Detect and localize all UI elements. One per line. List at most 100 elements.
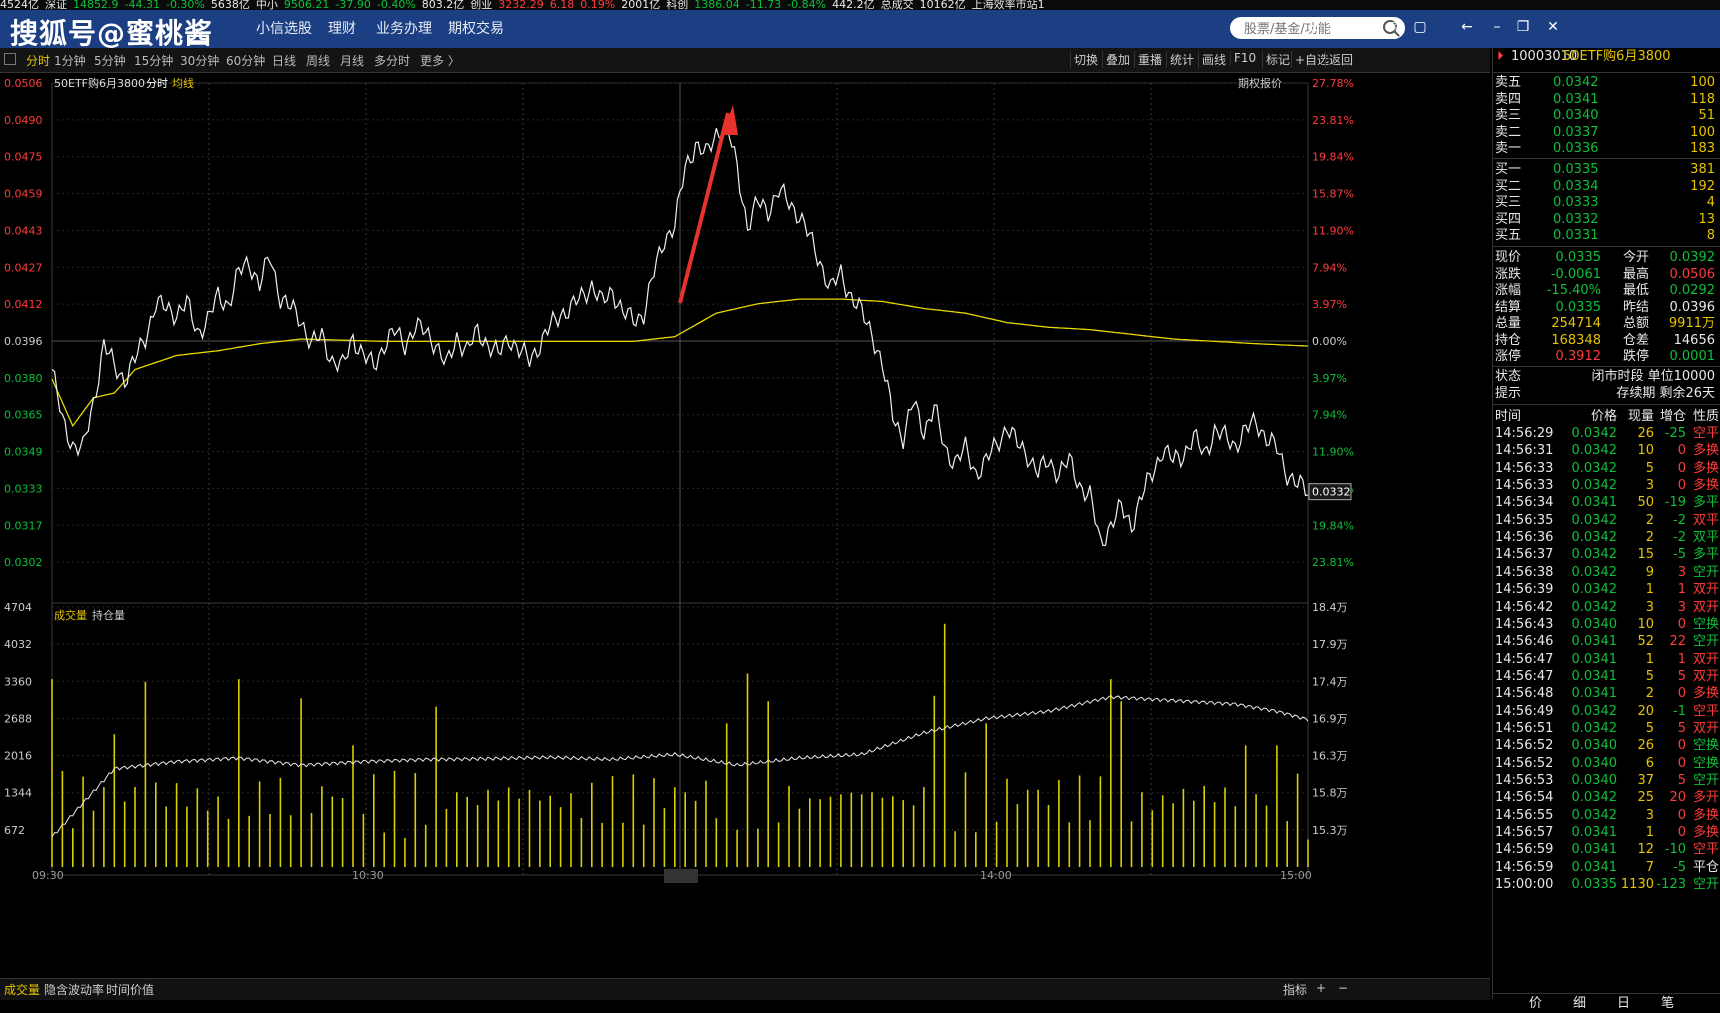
- trade-volume: 9: [1645, 564, 1654, 580]
- indicator-tab[interactable]: 成交量: [4, 983, 41, 997]
- period-tab[interactable]: 日线: [272, 54, 297, 68]
- gear-icon[interactable]: ⚙: [1360, 19, 1374, 35]
- ask-level-label: 卖一: [1495, 141, 1522, 156]
- trade-volume: 2: [1645, 530, 1654, 546]
- period-tab[interactable]: 30分钟: [180, 54, 220, 68]
- trade-price: 0.0342: [1571, 720, 1618, 736]
- trade-time: 14:56:38: [1495, 564, 1554, 580]
- panel-row: 14:56:34 0.0341 50 -19 多平: [1493, 494, 1720, 512]
- indicator-tab[interactable]: 隐含波动率: [44, 983, 105, 997]
- indicator-tab-bar: [0, 978, 1490, 1000]
- nav-options-trading[interactable]: 期权交易: [448, 21, 504, 37]
- toolbar-button[interactable]: 画线: [1198, 51, 1229, 68]
- percent-tick-label: 23.81%: [1312, 556, 1354, 569]
- close-icon[interactable]: ✕: [1547, 19, 1559, 35]
- trade-type: 空换: [1692, 755, 1719, 771]
- period-tab[interactable]: 多分时: [374, 54, 411, 68]
- toolbar-button[interactable]: 叠加: [1102, 51, 1133, 68]
- bid-price: 0.0333: [1553, 195, 1599, 210]
- ask-level-label: 卖四: [1495, 91, 1522, 107]
- panel-divider: [1493, 404, 1720, 405]
- price-tick-label: 0.0349: [4, 446, 43, 459]
- price-tick-label: 0.0459: [4, 188, 43, 201]
- status-value: 闭市时段 单位10000: [1591, 369, 1716, 384]
- period-tab[interactable]: 月线: [340, 54, 365, 68]
- toolbar-button[interactable]: F10: [1230, 51, 1259, 65]
- trade-oi-change: 1: [1677, 651, 1686, 667]
- trade-type: 空换: [1692, 738, 1719, 754]
- intraday-chart[interactable]: 0.0506 0.0490 0.0475 0.0459 0.0443 0.0427 0.04…: [0, 73, 1490, 980]
- sidebar-toggle-icon[interactable]: [4, 53, 16, 65]
- stat-value: -0.0061: [1550, 266, 1601, 282]
- period-tab[interactable]: 更多 〉: [420, 54, 460, 68]
- trade-time: 14:56:43: [1495, 616, 1554, 632]
- panel-row: 卖二 0.0337 100: [1493, 124, 1720, 142]
- nav-wealth[interactable]: 理财: [328, 21, 356, 37]
- stat-label: 总额: [1623, 316, 1650, 331]
- period-tab[interactable]: 1分钟: [54, 54, 86, 68]
- search-input[interactable]: [1242, 17, 1381, 41]
- ticker-item: 创业: [470, 0, 493, 10]
- trade-price: 0.0342: [1571, 599, 1618, 615]
- bid-price: 0.0331: [1553, 228, 1599, 243]
- trade-type: 多平: [1692, 495, 1719, 511]
- trade-price: 0.0342: [1571, 547, 1618, 563]
- contract-code: 10003010: [1511, 49, 1578, 64]
- period-tab[interactable]: 周线: [306, 54, 331, 68]
- toolbar-button[interactable]: 标记: [1262, 51, 1293, 68]
- chat-icon[interactable]: ✉: [1387, 19, 1399, 35]
- trade-volume: 26: [1637, 426, 1654, 441]
- percent-tick-label: 23.81%: [1312, 114, 1354, 127]
- indicator-control[interactable]: 指标: [1283, 983, 1308, 997]
- trade-price: 0.0342: [1571, 530, 1618, 546]
- ticker-item: 4524亿: [0, 0, 39, 10]
- toolbar-button[interactable]: 切换: [1070, 51, 1101, 68]
- stat-value: 168348: [1551, 332, 1601, 348]
- trade-oi-change: 0: [1677, 738, 1686, 754]
- search-box[interactable]: [1230, 17, 1405, 41]
- trade-price: 0.0342: [1571, 443, 1618, 459]
- trade-type: 空开: [1692, 877, 1719, 893]
- trade-oi-change: -10: [1664, 842, 1686, 858]
- volume-tick-label: 4032: [4, 638, 32, 651]
- toolbar-button[interactable]: 返回: [1325, 51, 1356, 68]
- layers-icon[interactable]: ☰: [1307, 19, 1321, 35]
- stat-value: 0.0396: [1669, 299, 1716, 315]
- bid-level-label: 买二: [1495, 178, 1522, 194]
- panel-row: 卖四 0.0341 118: [1493, 91, 1720, 109]
- maximize-icon[interactable]: ❐: [1516, 19, 1530, 35]
- price-tick-label: 0.0302: [4, 556, 43, 569]
- volume-tick-label: 672: [4, 824, 25, 837]
- search-icon[interactable]: [1383, 20, 1397, 34]
- panel-bottom-tab[interactable]: 笔: [1661, 996, 1675, 1011]
- minimize-icon[interactable]: –: [1493, 19, 1501, 35]
- trade-time: 14:56:53: [1495, 773, 1554, 788]
- nav-business[interactable]: 业务办理: [376, 21, 432, 37]
- panel-row: 14:56:38 0.0342 9 3 空开: [1493, 564, 1720, 582]
- nav-stock-picker[interactable]: 小信选股: [256, 21, 312, 37]
- indicator-control[interactable]: −: [1338, 981, 1349, 995]
- stat-value: 0.0506: [1669, 266, 1716, 282]
- period-tab[interactable]: 分时: [26, 54, 51, 68]
- trade-price: 0.0340: [1571, 616, 1618, 632]
- price-tick-label: 0.0490: [4, 114, 43, 127]
- period-tab[interactable]: 15分钟: [134, 54, 174, 68]
- indicator-control[interactable]: +: [1316, 981, 1327, 995]
- message-icon[interactable]: ▢: [1413, 19, 1427, 35]
- period-tab[interactable]: 5分钟: [94, 54, 126, 68]
- toolbar-button[interactable]: 统计: [1166, 51, 1197, 68]
- period-tab[interactable]: 60分钟: [226, 54, 266, 68]
- indicator-tab[interactable]: 时间价值: [106, 983, 155, 997]
- panel-row: 14:56:47 0.0341 1 1 双开: [1493, 651, 1720, 669]
- trade-oi-change: 0: [1677, 616, 1686, 632]
- trade-price: 0.0341: [1571, 686, 1618, 702]
- trade-oi-change: -1: [1673, 703, 1686, 719]
- ask-price: 0.0336: [1553, 141, 1599, 156]
- back-arrow-icon[interactable]: ←: [1461, 19, 1473, 35]
- document-icon[interactable]: ▣: [1334, 19, 1348, 35]
- toolbar-button[interactable]: +自选: [1291, 51, 1332, 68]
- option-quote-link[interactable]: 期权报价: [1238, 76, 1282, 90]
- panel-row: 涨跌 -0.0061 最高 0.0506: [1493, 266, 1720, 284]
- toolbar-button[interactable]: 重播: [1134, 51, 1165, 68]
- trade-time: 14:56:46: [1495, 634, 1554, 650]
